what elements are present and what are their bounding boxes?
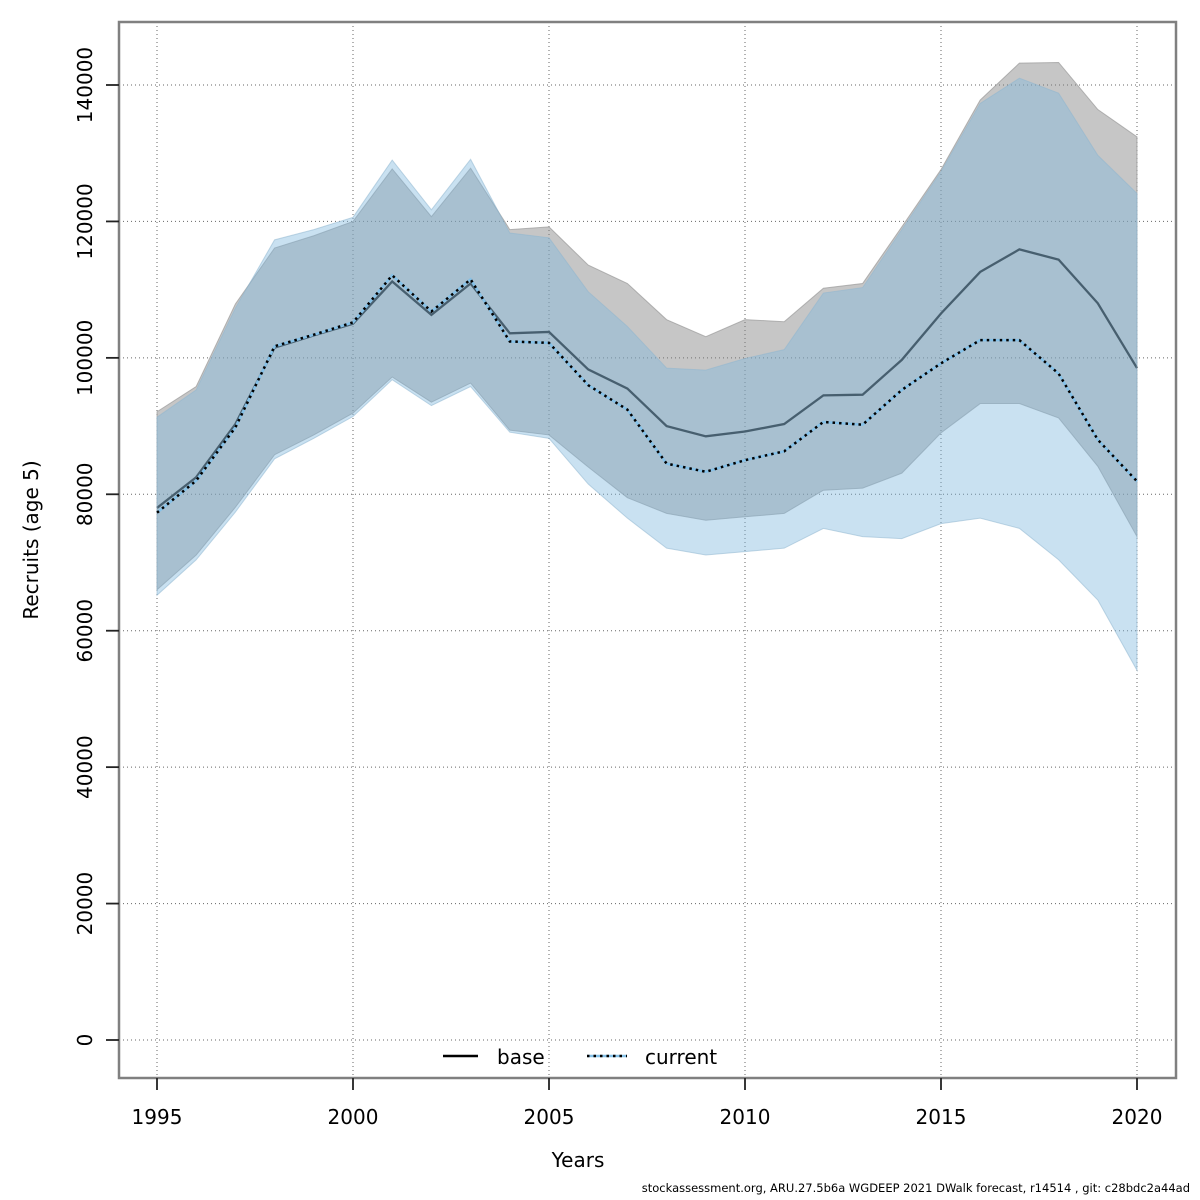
y-tick-label: 100000 [73,320,97,396]
legend-current-label: current [645,1045,717,1069]
x-tick-label: 1995 [132,1105,183,1129]
current-ci-polygon [156,77,1138,673]
current-line [156,273,1138,514]
x-tick-label: 2000 [328,1105,379,1129]
x-tick-label: 2010 [720,1105,771,1129]
y-tick-label: 40000 [73,735,97,799]
x-tick-label: 2015 [916,1105,967,1129]
y-tick-label: 60000 [73,599,97,663]
legend-base-label: base [497,1045,545,1069]
x-axis-title: Years [551,1148,605,1172]
legend: base current [443,1045,717,1069]
x-tick-label: 2020 [1112,1105,1163,1129]
current-series-line-dots [156,273,1138,514]
y-tick-label: 0 [73,1034,97,1047]
current-ci-band [156,77,1138,673]
x-tick-label: 2005 [524,1105,575,1129]
y-tick-label: 140000 [73,47,97,123]
y-tick-label: 80000 [73,462,97,526]
plot-frame [117,20,1178,1080]
y-tick-label: 120000 [73,183,97,259]
footer-citation: stockassessment.org, ARU.27.5b6a WGDEEP … [642,1181,1190,1195]
y-axis-title: Recruits (age 5) [19,460,43,619]
y-tick-label: 20000 [73,872,97,936]
axes: 1995 2000 2005 2010 2015 2020 0 20000 40000 60000… [73,20,1178,1129]
